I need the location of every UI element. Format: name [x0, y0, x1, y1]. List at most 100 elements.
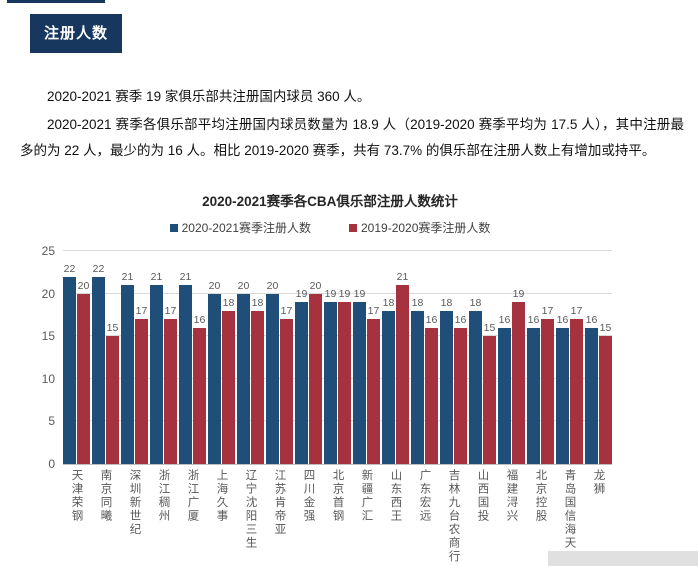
x-category-label: 天津荣钢 — [70, 469, 83, 523]
bar-2020-2021: 20 — [266, 280, 279, 464]
bar-group: 20 18 — [208, 280, 235, 464]
chart-legend: 2020-2021赛季注册人数 2019-2020赛季注册人数 — [20, 219, 640, 236]
bar-group: 16 15 — [585, 314, 612, 464]
bar-value-label: 17 — [570, 305, 583, 318]
bar-value-label: 15 — [599, 322, 612, 335]
bar-2019-2020: 15 — [599, 322, 612, 464]
x-axis-category-labels: 天津荣钢 南京同曦 深圳新世纪 浙江稠州 浙江广厦 上海久事 辽宁沈阳三生 江苏肯帝亚 四川金强… — [63, 469, 612, 564]
paragraph-average-registered: 2020-2021 赛季各俱乐部平均注册国内球员数量为 18.9 人（2019-… — [20, 117, 684, 158]
bar-value-label: 18 — [222, 296, 235, 309]
legend-item-2020-2021: 2020-2021赛季注册人数 — [169, 219, 311, 236]
x-category-label: 山东西王 — [389, 469, 402, 523]
bar-value-label: 16 — [193, 313, 206, 326]
bar-value-label: 15 — [106, 322, 119, 335]
y-tick-label: 25 — [41, 244, 55, 258]
x-category-label: 浙江广厦 — [186, 469, 199, 523]
bar-value-label: 17 — [541, 305, 554, 318]
bar-value-label: 20 — [237, 279, 250, 292]
bar-2020-2021: 20 — [208, 280, 221, 464]
bar-2019-2020: 19 — [512, 288, 525, 464]
y-tick-label: 10 — [41, 371, 55, 386]
gridline — [63, 420, 612, 422]
x-category-cell: 浙江稠州 — [150, 469, 177, 564]
bar-2020-2021: 16 — [527, 314, 540, 464]
x-category-cell: 江苏肯帝亚 — [266, 469, 293, 564]
bar-value-label: 16 — [425, 313, 438, 326]
x-category-cell: 上海久事 — [208, 469, 235, 564]
bar-2019-2020: 16 — [454, 314, 467, 464]
bar-value-label: 16 — [556, 313, 569, 326]
bar-value-label: 20 — [208, 279, 221, 292]
x-category-cell: 北京控股 — [527, 469, 554, 564]
x-category-cell: 新疆广汇 — [353, 469, 380, 564]
bar-value-label: 22 — [63, 262, 76, 275]
bar-2019-2020: 17 — [570, 305, 583, 464]
bar-group: 18 16 — [411, 297, 438, 464]
bar-value-label: 17 — [367, 305, 380, 318]
bar-value-label: 17 — [280, 305, 293, 318]
legend-label-2019-2020: 2019-2020赛季注册人数 — [361, 221, 491, 235]
x-category-label: 辽宁沈阳三生 — [244, 469, 257, 550]
bar-value-label: 18 — [251, 296, 264, 309]
bar-group: 20 18 — [237, 280, 264, 464]
bar-2020-2021: 22 — [63, 263, 76, 464]
bar-group: 19 17 — [353, 288, 380, 464]
bar-2019-2020: 17 — [280, 305, 293, 464]
bar-group: 18 15 — [469, 297, 496, 464]
bar-2020-2021: 19 — [295, 288, 308, 464]
bar-value-label: 20 — [77, 279, 90, 292]
bar-value-label: 15 — [483, 322, 496, 335]
bar-value-label: 19 — [512, 288, 525, 301]
bar-2019-2020: 16 — [193, 314, 206, 464]
bar-2020-2021: 19 — [353, 288, 366, 464]
x-category-label: 南京同曦 — [99, 469, 112, 523]
bar-group: 16 19 — [498, 288, 525, 464]
bar-2020-2021: 16 — [498, 314, 511, 464]
bar-group: 18 16 — [440, 297, 467, 464]
y-tick-label: 0 — [48, 457, 55, 471]
x-category-label: 新疆广汇 — [360, 469, 373, 523]
bar-group: 16 17 — [556, 305, 583, 464]
bar-2019-2020: 19 — [338, 288, 351, 464]
chart-title: 2020-2021赛季各CBA俱乐部注册人数统计 — [202, 194, 458, 209]
bar-2020-2021: 16 — [556, 314, 569, 464]
y-tick-label: 15 — [41, 329, 55, 344]
bar-value-label: 21 — [396, 271, 409, 284]
x-category-cell: 广东宏远 — [411, 469, 438, 564]
bars-container: 22 20 22 15 21 17 21 17 21 16 20 18 20 18 20 17 19 20 19 19… — [63, 252, 612, 464]
bar-2020-2021: 18 — [440, 297, 453, 464]
bar-group: 20 17 — [266, 280, 293, 464]
bar-2019-2020: 15 — [106, 322, 119, 464]
section-badge: 注册人数 — [30, 14, 122, 53]
bar-group: 16 17 — [527, 305, 554, 464]
x-category-cell: 四川金强 — [295, 469, 322, 564]
bar-2019-2020: 18 — [222, 297, 235, 464]
x-category-label: 深圳新世纪 — [128, 469, 141, 537]
bar-2020-2021: 21 — [121, 271, 134, 464]
legend-label-2020-2021: 2020-2021赛季注册人数 — [181, 221, 311, 235]
bar-2019-2020: 18 — [251, 297, 264, 464]
bar-value-label: 20 — [266, 279, 279, 292]
top-edge-line — [7, 0, 105, 3]
bar-2020-2021: 20 — [237, 280, 250, 464]
bar-2019-2020: 20 — [77, 280, 90, 464]
bar-group: 21 17 — [121, 271, 148, 464]
y-tick-label: 5 — [48, 414, 55, 429]
bar-value-label: 21 — [179, 271, 192, 284]
bar-2019-2020: 17 — [367, 305, 380, 464]
x-category-cell: 龙狮 — [585, 469, 612, 564]
registration-bar-chart: 2020-2021赛季各CBA俱乐部注册人数统计 2020-2021赛季注册人数… — [20, 186, 680, 564]
bar-value-label: 20 — [309, 279, 322, 292]
bar-value-label: 19 — [324, 288, 337, 301]
gridline — [63, 335, 612, 337]
gridline — [63, 377, 612, 379]
x-category-cell: 深圳新世纪 — [121, 469, 148, 564]
gridline — [63, 292, 612, 294]
x-category-cell: 天津荣钢 — [63, 469, 90, 564]
x-category-cell: 浙江广厦 — [179, 469, 206, 564]
bar-2019-2020: 17 — [541, 305, 554, 464]
paragraph-total-registered: 2020-2021 赛季 19 家俱乐部共注册国内球员 360 人。 — [47, 89, 371, 104]
bar-value-label: 17 — [135, 305, 148, 318]
x-category-label: 上海久事 — [215, 469, 228, 523]
bar-value-label: 21 — [150, 271, 163, 284]
